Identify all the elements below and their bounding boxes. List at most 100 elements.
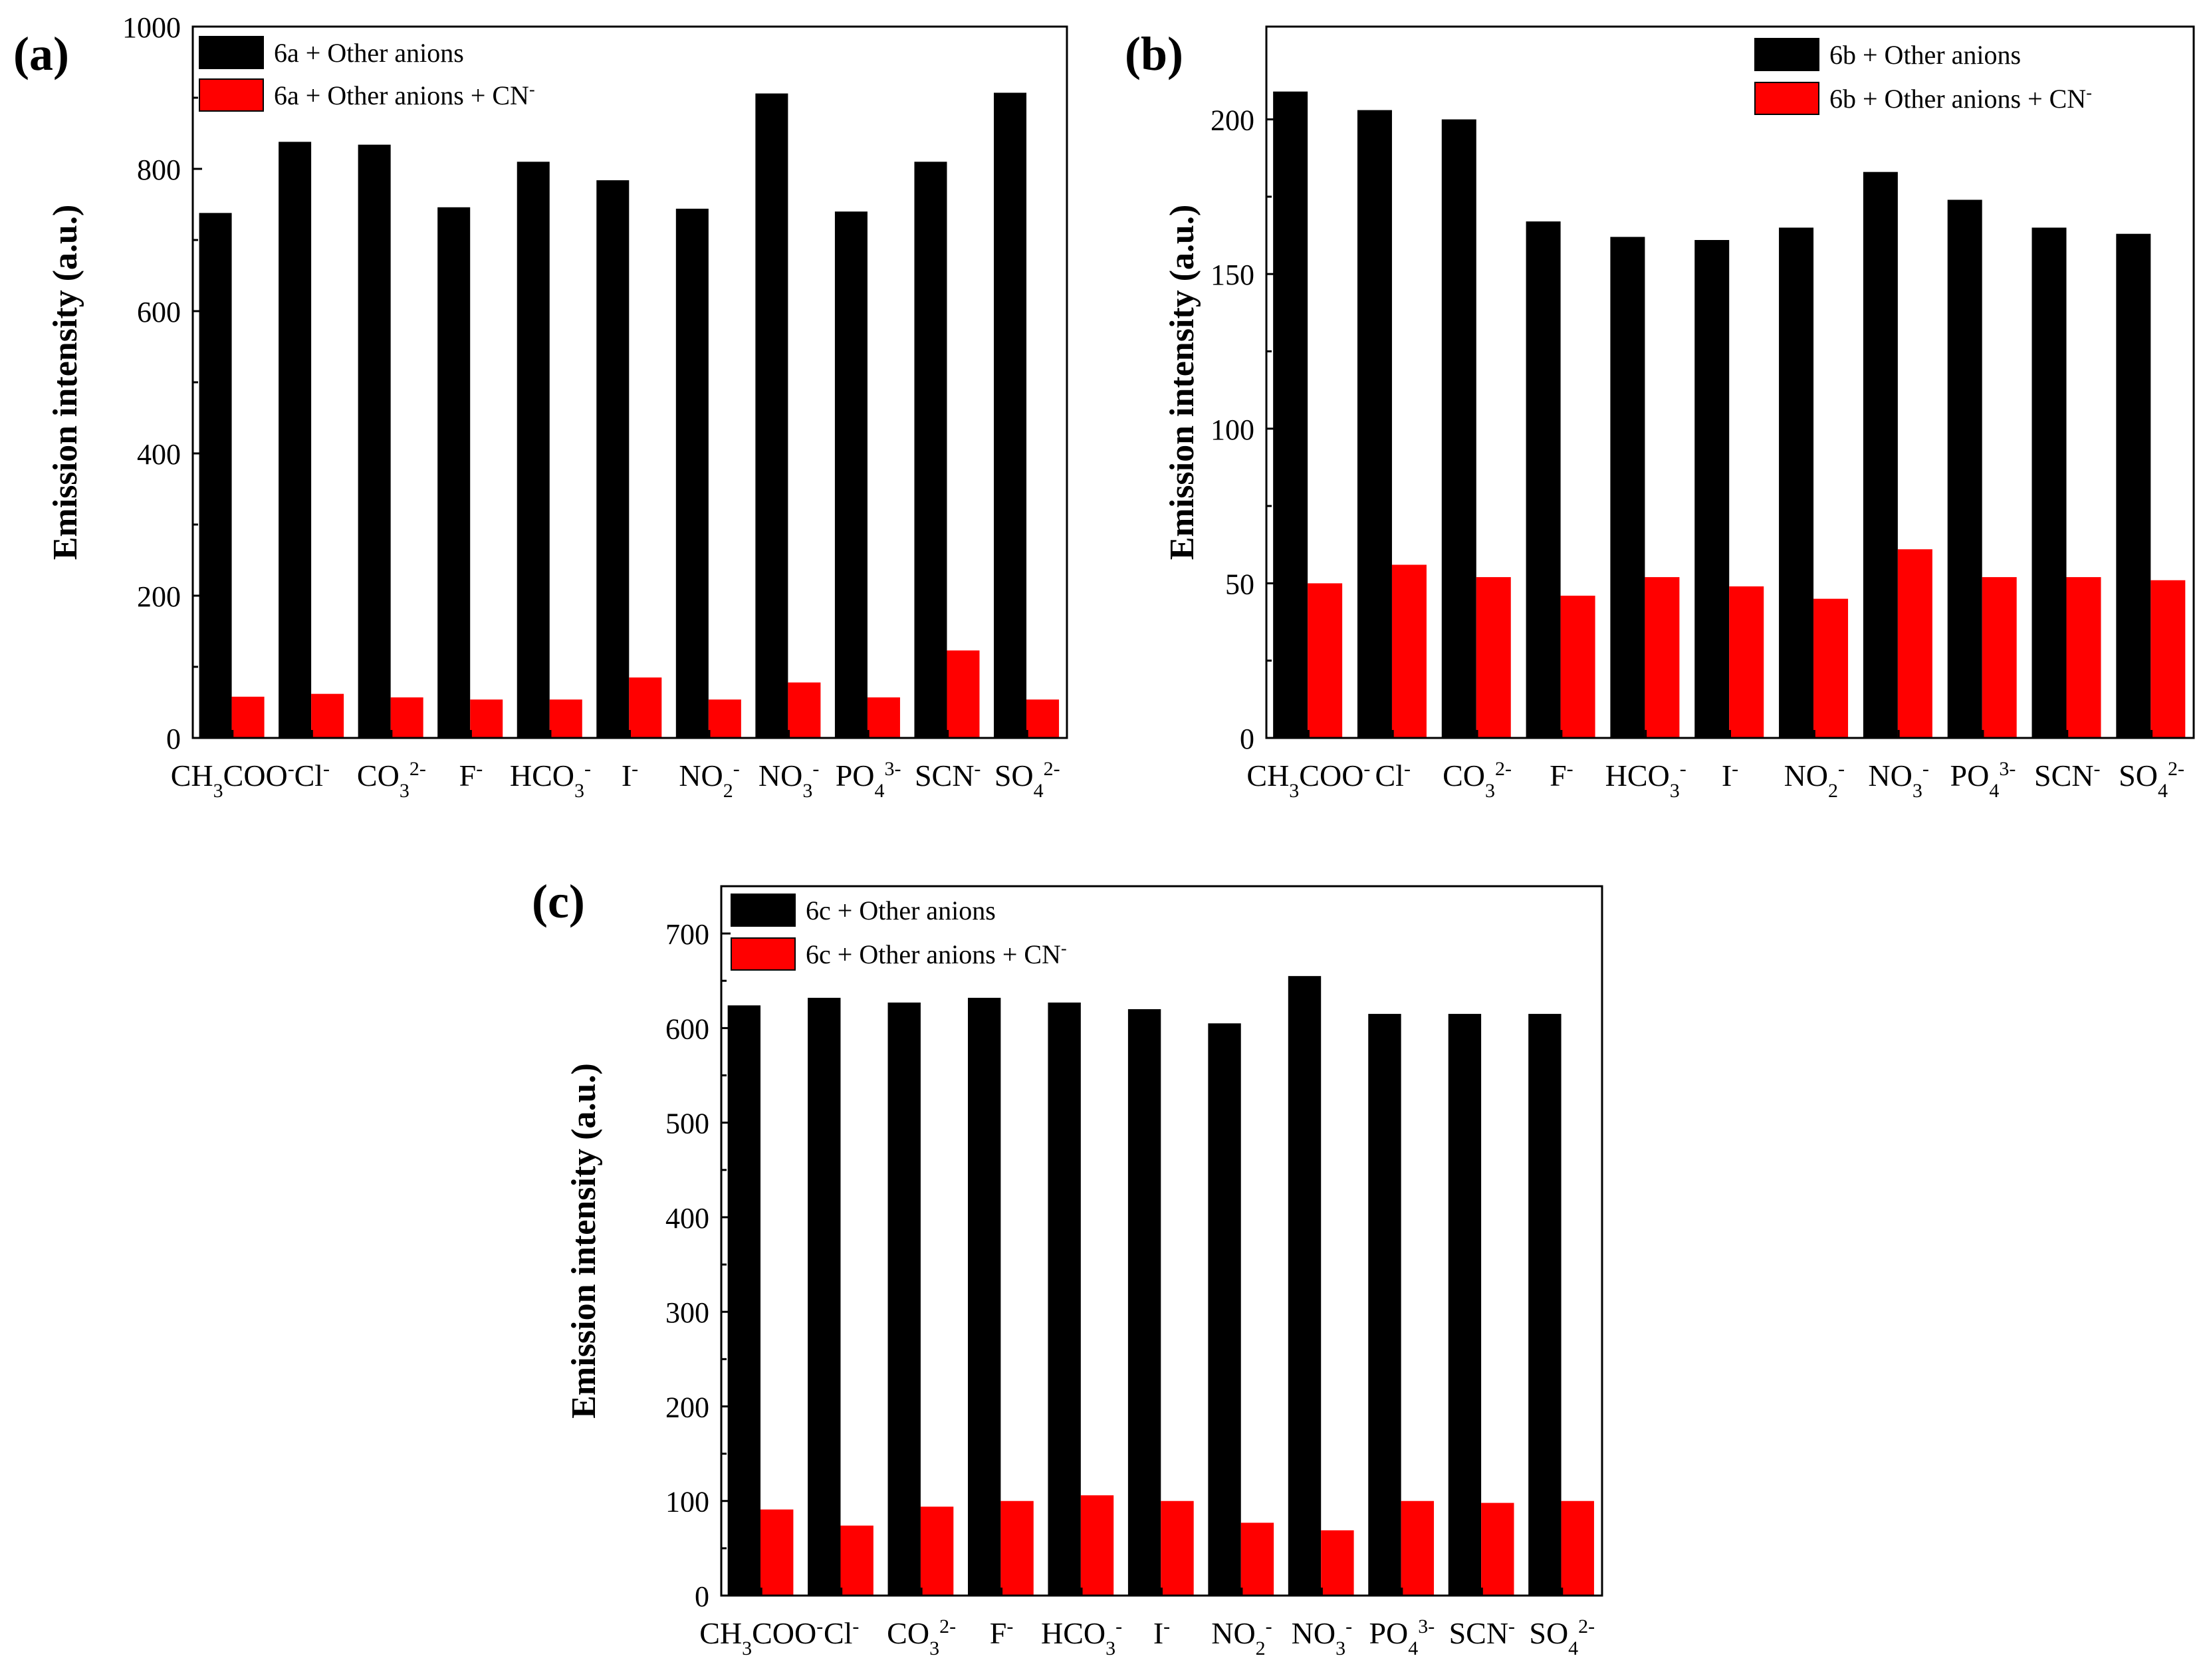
x-tick-label: SO42-: [2119, 758, 2184, 802]
category-label-base: Cl: [1375, 759, 1403, 792]
panel-label: (a): [13, 27, 69, 80]
bar-other-anions-6: [1208, 1023, 1241, 1596]
legend-label-text: 6b + Other anions: [1829, 40, 2021, 70]
x-tick-label: HCO3-: [510, 758, 591, 802]
legend-label-text: 6a + Other anions + CN: [274, 80, 529, 110]
bar-with-cn-0: [1308, 583, 1343, 738]
y-tick-label: 150: [1211, 259, 1254, 291]
bar-other-anions-2: [1441, 119, 1476, 739]
category-label-superscript: -: [1006, 1616, 1013, 1637]
bar-with-cn-4: [549, 699, 582, 738]
x-tick-label: NO3-: [1868, 758, 1928, 802]
legend-swatch-other-anions: [199, 36, 264, 69]
category-label-rest: COO: [1299, 759, 1363, 792]
category-label-base: Cl: [824, 1616, 852, 1650]
category-label-subscript: 3: [742, 1637, 752, 1659]
category-label-superscript: -: [1508, 1616, 1515, 1637]
category-label-rest: COO: [223, 759, 288, 792]
bar-with-cn-5: [1161, 1500, 1194, 1596]
bar-other-anions-5: [596, 180, 630, 738]
bar-other-anions-4: [517, 162, 550, 739]
x-tick-label: HCO3-: [1041, 1616, 1122, 1659]
category-label-superscript: 3-: [885, 758, 901, 780]
category-label-superscript: -: [974, 758, 981, 780]
category-label-base: I: [1722, 759, 1732, 792]
category-label-base: I: [1153, 1616, 1163, 1650]
x-tick-label: I-: [1153, 1616, 1170, 1651]
category-label-superscript: -: [632, 758, 638, 780]
bar-other-anions-8: [1947, 199, 1982, 738]
y-tick-label: 800: [137, 154, 181, 186]
bar-with-cn-5: [1729, 586, 1764, 738]
category-label-rest: COO: [752, 1616, 816, 1650]
category-label-superscript: -: [1115, 1616, 1122, 1637]
x-tick-label: Cl-: [1375, 758, 1410, 793]
category-label-subscript: 3: [1913, 780, 1922, 802]
bar-other-anions-10: [2116, 233, 2151, 738]
category-label-superscript: 2-: [2168, 758, 2184, 780]
category-label-superscript: 2-: [1495, 758, 1512, 780]
category-label-base: F: [459, 759, 477, 792]
category-label-subscript: 4: [1034, 780, 1044, 802]
legend-swatch-other-anions: [1754, 38, 1819, 71]
panel-label: (c): [532, 875, 585, 928]
bar-other-anions-2: [887, 1002, 921, 1596]
category-label-superscript: -: [1567, 758, 1573, 780]
bar-with-cn-8: [867, 697, 900, 738]
category-label-subscript: 3: [1289, 780, 1299, 802]
category-label-base: NO: [1292, 1616, 1335, 1650]
category-label-superscript: -: [584, 758, 591, 780]
category-label-superscript: -: [733, 758, 740, 780]
category-label-base: PO: [1950, 759, 1990, 792]
bar-with-cn-10: [2150, 580, 2186, 738]
y-tick-label: 100: [1211, 414, 1254, 446]
bar-with-cn-8: [1401, 1500, 1435, 1596]
category-label-subscript: 4: [2158, 780, 2168, 802]
x-tick-label: F-: [459, 758, 483, 793]
category-label-superscript: -: [1363, 758, 1370, 780]
bar-with-cn-0: [760, 1509, 794, 1596]
bar-other-anions-0: [727, 1005, 761, 1596]
bar-with-cn-7: [788, 682, 821, 738]
y-tick-label: 0: [1240, 723, 1254, 755]
bar-with-cn-4: [1080, 1495, 1114, 1596]
category-label-base: I: [622, 759, 632, 792]
bar-other-anions-4: [1610, 237, 1645, 738]
bar-with-cn-2: [390, 697, 423, 738]
category-label-base: NO: [1784, 759, 1828, 792]
bar-other-anions-7: [1288, 976, 1322, 1596]
x-tick-label: CO32-: [887, 1616, 956, 1659]
category-label-subscript: 3: [1335, 1637, 1345, 1659]
bar-with-cn-7: [1897, 549, 1932, 738]
y-tick-label: 600: [665, 1013, 709, 1045]
category-label-superscript: -: [1404, 758, 1411, 780]
x-tick-label: PO43-: [1950, 758, 2016, 802]
bar-with-cn-5: [629, 677, 662, 738]
x-tick-label: CO32-: [1443, 758, 1512, 802]
x-tick-label: NO2-: [1211, 1616, 1272, 1659]
bar-with-cn-8: [1982, 577, 2017, 738]
category-label-superscript: 3-: [1418, 1616, 1435, 1637]
bar-other-anions-6: [1779, 227, 1814, 738]
x-tick-label: CH3COO-: [699, 1616, 823, 1659]
category-label-base: SCN: [1449, 1616, 1508, 1650]
y-tick-label: 500: [665, 1108, 709, 1140]
category-label-base: SO: [1529, 1616, 1568, 1650]
y-tick-label: 300: [665, 1296, 709, 1329]
category-label-subscript: 4: [1408, 1637, 1418, 1659]
category-label-base: F: [1550, 759, 1567, 792]
bar-with-cn-3: [1000, 1500, 1034, 1596]
x-tick-label: SO42-: [994, 758, 1060, 802]
bar-with-cn-9: [1481, 1502, 1514, 1596]
bar-with-cn-1: [840, 1525, 873, 1596]
category-label-subscript: 4: [1568, 1637, 1578, 1659]
y-tick-label: 200: [137, 580, 181, 613]
category-label-base: F: [990, 1616, 1007, 1650]
bar-other-anions-1: [808, 997, 841, 1596]
category-label-subscript: 2: [1256, 1637, 1266, 1659]
x-tick-label: SO42-: [1529, 1616, 1595, 1659]
category-label-subscript: 3: [1485, 780, 1495, 802]
y-tick-label: 200: [665, 1391, 709, 1423]
